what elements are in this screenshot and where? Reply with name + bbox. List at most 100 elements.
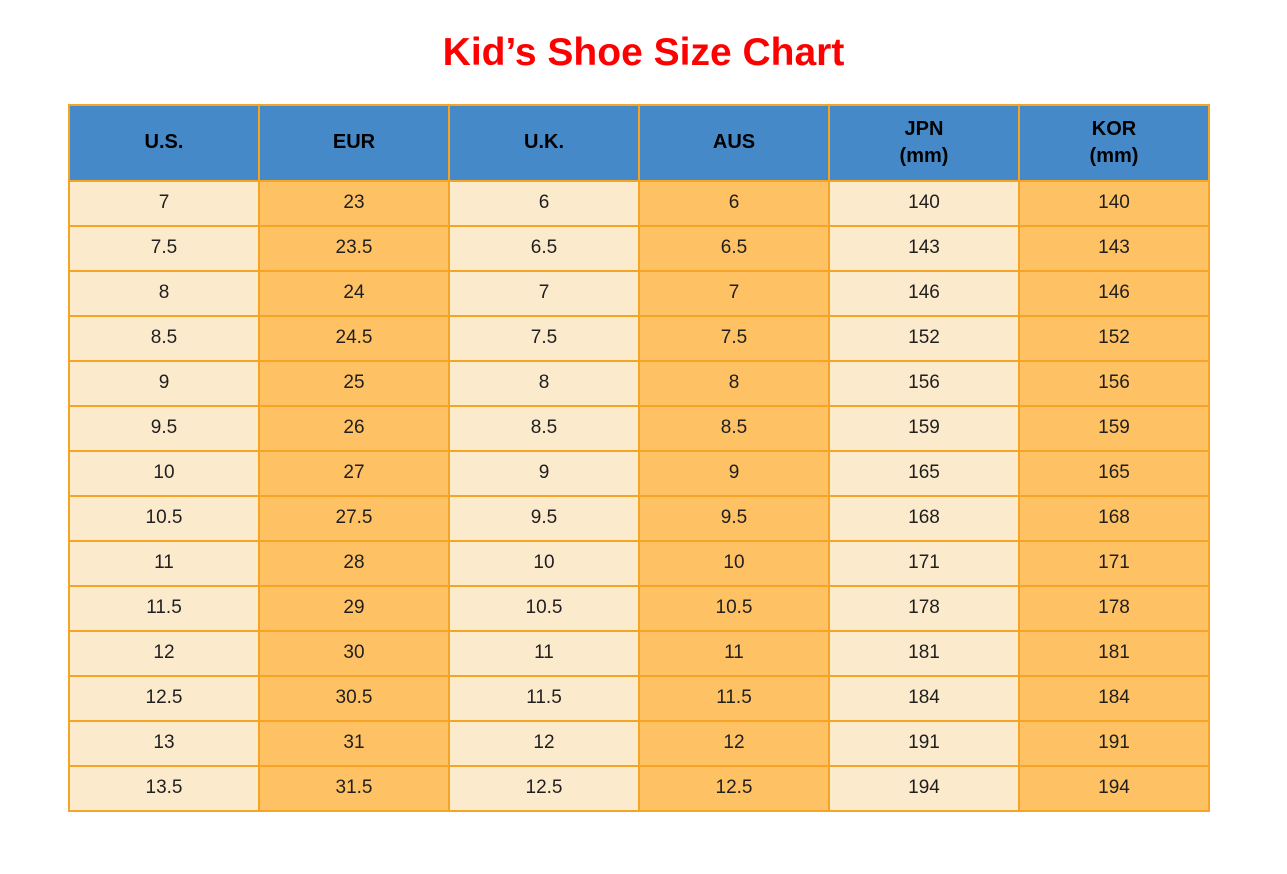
table-cell: 13.5 xyxy=(68,764,260,812)
table-cell: 30.5 xyxy=(258,674,450,722)
table-cell: 143 xyxy=(1018,224,1210,272)
table-cell: 10 xyxy=(448,539,640,587)
table-cell: 181 xyxy=(1018,629,1210,677)
table-cell: 24.5 xyxy=(258,314,450,362)
column-header-label: EUR xyxy=(332,131,376,154)
table-row: 12 30 11 11 181 181 xyxy=(68,629,1210,677)
table-cell: 28 xyxy=(258,539,450,587)
column-header-aus: AUS xyxy=(638,103,830,182)
column-header-label: U.S. xyxy=(144,131,184,154)
table-cell: 24 xyxy=(258,269,450,317)
table-cell: 159 xyxy=(828,404,1020,452)
table-cell: 146 xyxy=(828,269,1020,317)
table-cell: 165 xyxy=(1018,449,1210,497)
table-cell: 23 xyxy=(258,179,450,227)
table-cell: 25 xyxy=(258,359,450,407)
table-cell: 8 xyxy=(68,269,260,317)
column-header-sub: (mm) xyxy=(899,144,949,167)
table-cell: 30 xyxy=(258,629,450,677)
column-header-label: JPN xyxy=(904,117,944,140)
column-header-us: U.S. xyxy=(68,103,260,182)
column-header-label: KOR xyxy=(1091,117,1137,140)
table-cell: 184 xyxy=(828,674,1020,722)
table-cell: 26 xyxy=(258,404,450,452)
table-cell: 140 xyxy=(1018,179,1210,227)
table-cell: 10 xyxy=(68,449,260,497)
table-row: 13 31 12 12 191 191 xyxy=(68,719,1210,767)
table-cell: 31.5 xyxy=(258,764,450,812)
column-header-jpn: JPN (mm) xyxy=(828,103,1020,182)
size-table: U.S. EUR U.K. AUS JPN (mm) KOR (mm) xyxy=(68,103,1210,812)
table-cell: 8.5 xyxy=(68,314,260,362)
table-cell: 178 xyxy=(1018,584,1210,632)
table-cell: 29 xyxy=(258,584,450,632)
table-row: 11.5 29 10.5 10.5 178 178 xyxy=(68,584,1210,632)
table-row: 7.5 23.5 6.5 6.5 143 143 xyxy=(68,224,1210,272)
table-cell: 194 xyxy=(828,764,1020,812)
table-cell: 9.5 xyxy=(68,404,260,452)
table-cell: 27.5 xyxy=(258,494,450,542)
page-title: Kid’s Shoe Size Chart xyxy=(442,31,845,74)
table-cell: 7.5 xyxy=(448,314,640,362)
table-row: 10.5 27.5 9.5 9.5 168 168 xyxy=(68,494,1210,542)
table-cell: 191 xyxy=(828,719,1020,767)
table-cell: 6 xyxy=(448,179,640,227)
table-cell: 9.5 xyxy=(448,494,640,542)
column-header-label: AUS xyxy=(712,131,756,154)
table-cell: 9.5 xyxy=(638,494,830,542)
table-cell: 10 xyxy=(638,539,830,587)
table-cell: 181 xyxy=(828,629,1020,677)
table-cell: 9 xyxy=(638,449,830,497)
table-cell: 6.5 xyxy=(448,224,640,272)
table-cell: 9 xyxy=(448,449,640,497)
table-cell: 11.5 xyxy=(68,584,260,632)
table-cell: 6 xyxy=(638,179,830,227)
table-cell: 8 xyxy=(638,359,830,407)
table-cell: 12 xyxy=(68,629,260,677)
table-cell: 152 xyxy=(1018,314,1210,362)
table-cell: 8.5 xyxy=(448,404,640,452)
table-cell: 13 xyxy=(68,719,260,767)
table-cell: 23.5 xyxy=(258,224,450,272)
size-table-header: U.S. EUR U.K. AUS JPN (mm) KOR (mm) xyxy=(68,103,1210,182)
table-cell: 11 xyxy=(638,629,830,677)
size-table-body: 7 23 6 6 140 140 7.5 23.5 6.5 6.5 143 143 8 24 7 7 146 14… xyxy=(68,179,1210,812)
table-cell: 168 xyxy=(1018,494,1210,542)
table-row: 9 25 8 8 156 156 xyxy=(68,359,1210,407)
table-cell: 165 xyxy=(828,449,1020,497)
table-cell: 11.5 xyxy=(638,674,830,722)
table-cell: 159 xyxy=(1018,404,1210,452)
table-cell: 12.5 xyxy=(638,764,830,812)
table-cell: 10.5 xyxy=(68,494,260,542)
table-cell: 7 xyxy=(68,179,260,227)
column-header-uk: U.K. xyxy=(448,103,640,182)
table-cell: 12 xyxy=(638,719,830,767)
table-cell: 7 xyxy=(448,269,640,317)
table-cell: 8 xyxy=(448,359,640,407)
table-cell: 10.5 xyxy=(448,584,640,632)
table-cell: 146 xyxy=(1018,269,1210,317)
table-cell: 12 xyxy=(448,719,640,767)
header-row: U.S. EUR U.K. AUS JPN (mm) KOR (mm) xyxy=(68,103,1210,182)
table-cell: 12.5 xyxy=(68,674,260,722)
table-cell: 11.5 xyxy=(448,674,640,722)
table-cell: 178 xyxy=(828,584,1020,632)
table-cell: 140 xyxy=(828,179,1020,227)
table-cell: 10.5 xyxy=(638,584,830,632)
table-cell: 7.5 xyxy=(638,314,830,362)
table-row: 12.5 30.5 11.5 11.5 184 184 xyxy=(68,674,1210,722)
table-cell: 191 xyxy=(1018,719,1210,767)
table-cell: 194 xyxy=(1018,764,1210,812)
table-cell: 11 xyxy=(448,629,640,677)
table-row: 8 24 7 7 146 146 xyxy=(68,269,1210,317)
table-cell: 7.5 xyxy=(68,224,260,272)
table-cell: 8.5 xyxy=(638,404,830,452)
column-header-eur: EUR xyxy=(258,103,450,182)
table-cell: 168 xyxy=(828,494,1020,542)
table-row: 10 27 9 9 165 165 xyxy=(68,449,1210,497)
table-row: 8.5 24.5 7.5 7.5 152 152 xyxy=(68,314,1210,362)
column-header-sub: (mm) xyxy=(1089,144,1139,167)
table-row: 9.5 26 8.5 8.5 159 159 xyxy=(68,404,1210,452)
table-cell: 12.5 xyxy=(448,764,640,812)
table-cell: 156 xyxy=(828,359,1020,407)
